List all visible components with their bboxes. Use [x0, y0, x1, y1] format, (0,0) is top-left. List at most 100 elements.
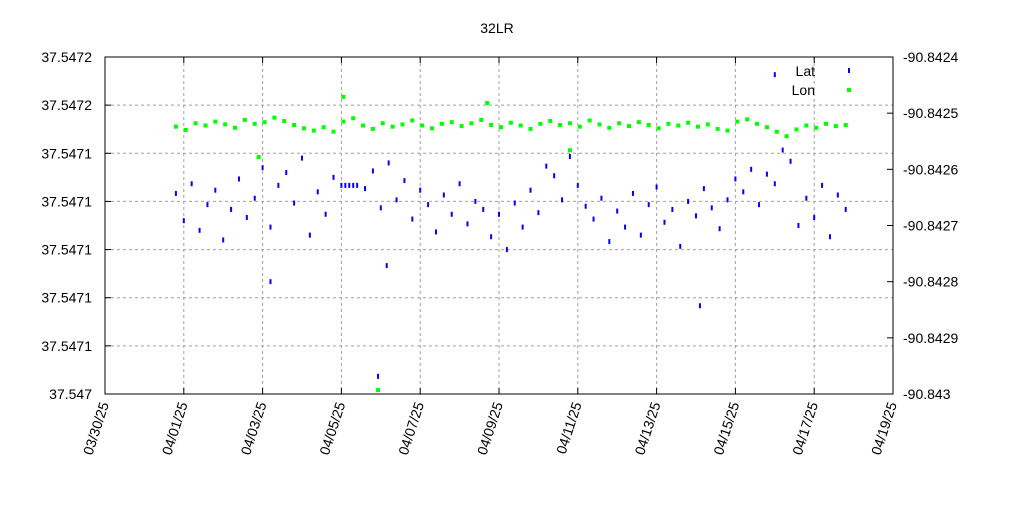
- lat-point: [710, 205, 713, 211]
- y-left-tick-label: 37.5471: [41, 242, 92, 258]
- lon-point: [400, 122, 405, 127]
- lat-point: [222, 237, 225, 243]
- lon-point: [292, 122, 297, 127]
- lat-point: [377, 373, 380, 379]
- lon-point: [252, 121, 257, 126]
- lat-point: [616, 208, 619, 214]
- lat-point: [695, 213, 697, 219]
- legend: Lat Lon: [792, 63, 851, 98]
- lat-point: [230, 206, 233, 212]
- lat-point: [718, 226, 721, 232]
- lat-point: [576, 182, 579, 188]
- legend-marker-lat: [848, 68, 850, 73]
- lat-point: [174, 190, 177, 196]
- legend-label-lon: Lon: [792, 82, 815, 98]
- lat-point: [490, 234, 493, 240]
- lon-point: [479, 117, 484, 122]
- lat-point: [269, 224, 272, 230]
- lon-point: [528, 126, 533, 131]
- lat-point: [513, 200, 516, 206]
- y-left-tick-label: 37.5471: [41, 290, 92, 306]
- lat-point: [742, 189, 745, 195]
- lon-point: [666, 121, 671, 126]
- lon-point: [213, 119, 218, 124]
- lon-point: [636, 120, 641, 125]
- lat-point: [395, 197, 398, 203]
- lat-point: [805, 195, 808, 201]
- lon-point: [646, 122, 651, 127]
- lat-point: [301, 155, 303, 161]
- lat-point: [726, 197, 729, 203]
- axes: 03/30/25 04/01/25 04/03/25 04/05/25 04/07/25…: [41, 49, 958, 457]
- lon-point: [341, 94, 346, 99]
- lon-point: [380, 121, 385, 126]
- lon-point: [272, 115, 277, 120]
- lat-point: [734, 176, 737, 182]
- lat-point: [364, 186, 367, 192]
- lon-point: [469, 121, 474, 126]
- lat-point: [521, 224, 524, 230]
- lat-point: [844, 206, 847, 212]
- lat-point: [663, 219, 666, 225]
- lon-point: [321, 125, 326, 130]
- lon-point: [242, 117, 247, 122]
- lon-point: [567, 121, 572, 126]
- lon-point: [341, 119, 346, 124]
- legend-label-lat: Lat: [796, 63, 816, 79]
- lat-point: [269, 279, 272, 285]
- lon-point: [607, 125, 612, 130]
- lon-point: [755, 121, 760, 126]
- lat-point: [608, 239, 611, 245]
- lat-point: [561, 197, 564, 203]
- y-right-tick-label: -90.8425: [903, 105, 958, 121]
- lat-point: [553, 173, 556, 179]
- lat-point: [190, 181, 193, 187]
- lat-point: [293, 200, 296, 206]
- x-tick-label: 04/01/25: [159, 400, 191, 457]
- lon-point: [489, 122, 494, 127]
- lon-point: [577, 124, 582, 129]
- y-right-tick-label: -90.8429: [903, 330, 958, 346]
- lat-point: [671, 206, 674, 212]
- lon-point: [833, 124, 838, 129]
- lat-point: [308, 232, 311, 238]
- lat-point: [797, 223, 800, 228]
- lon-point: [311, 128, 316, 133]
- lat-point: [624, 224, 627, 230]
- lat-point: [821, 182, 824, 188]
- data-points: [173, 72, 848, 393]
- x-tick-label: 04/19/25: [868, 400, 900, 457]
- lon-point: [518, 123, 523, 128]
- lat-point: [442, 192, 445, 198]
- lat-point: [773, 181, 776, 187]
- grid: [105, 57, 893, 394]
- lat-point: [698, 303, 701, 309]
- lon-point: [597, 122, 602, 127]
- lat-point: [427, 202, 430, 208]
- lat-point: [639, 232, 642, 238]
- x-tick-label: 04/03/25: [237, 400, 269, 457]
- chart-title: 32LR: [480, 20, 513, 36]
- lon-point: [715, 126, 720, 131]
- lat-point: [600, 195, 603, 201]
- lon-point: [656, 126, 661, 131]
- x-tick-label: 04/05/25: [316, 400, 348, 457]
- lat-point: [687, 198, 690, 204]
- lat-point: [237, 176, 240, 182]
- lon-point: [256, 154, 261, 159]
- lat-point: [385, 263, 388, 269]
- lon-point: [804, 123, 809, 128]
- lon-point: [735, 119, 740, 124]
- lat-point: [537, 210, 540, 216]
- lat-point: [387, 160, 390, 166]
- lat-point: [206, 202, 209, 208]
- lon-point: [725, 128, 730, 133]
- lat-point: [679, 243, 682, 249]
- lon-point: [764, 125, 769, 130]
- lat-point: [505, 247, 508, 253]
- lon-point: [538, 121, 543, 126]
- lat-point: [702, 186, 705, 192]
- lon-point: [617, 121, 622, 126]
- lon-point: [223, 122, 228, 127]
- x-tick-label: 04/11/25: [553, 400, 585, 456]
